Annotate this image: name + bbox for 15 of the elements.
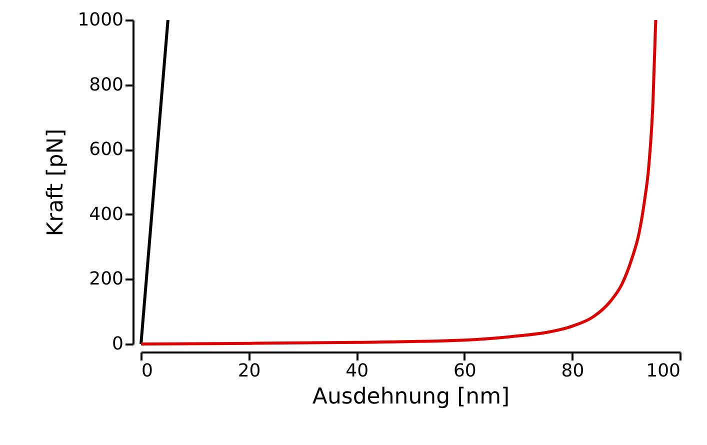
y-tick-label: 600 (89, 139, 124, 160)
y-tick-label: 800 (89, 74, 124, 96)
x-tick-label: 0 (142, 360, 153, 382)
y-tick-label: 1000 (78, 10, 124, 30)
y-tick-label: 400 (89, 204, 124, 225)
y-tick-label: 0 (112, 334, 124, 354)
y-axis-title: Kraft [pN] (44, 128, 69, 236)
y-tick-label: 200 (89, 268, 124, 290)
x-tick-label: 20 (238, 360, 261, 382)
x-tick-label: 40 (346, 360, 369, 382)
line-series (140, 18, 658, 346)
x-axis-title: Ausdehnung [nm] (312, 384, 510, 410)
x-tick-label: 60 (453, 360, 476, 382)
x-tick-label: 80 (561, 360, 584, 382)
x-tick-label: 100 (646, 360, 680, 382)
